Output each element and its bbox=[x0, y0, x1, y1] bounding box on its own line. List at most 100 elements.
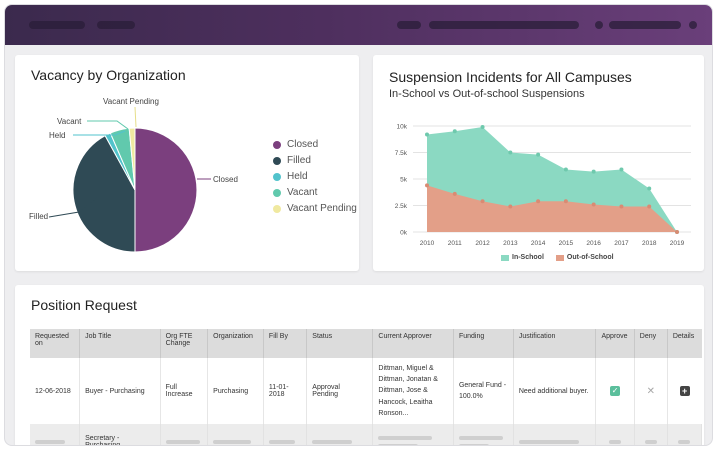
ghost-cell bbox=[453, 424, 514, 445]
col-org-fte[interactable]: Org FTE Change bbox=[160, 329, 209, 358]
area-legend: In-School Out-of-School bbox=[501, 254, 614, 261]
cell-justification: Need additional buyer. bbox=[513, 358, 597, 424]
data-point[interactable] bbox=[480, 125, 485, 130]
cell-requested-on: 12-06-2018 bbox=[30, 358, 81, 424]
x-tick-label: 2017 bbox=[614, 240, 629, 247]
col-job-title[interactable]: Job Title bbox=[79, 329, 161, 358]
col-funding[interactable]: Funding bbox=[453, 329, 514, 358]
area-series-out-of-school[interactable] bbox=[427, 185, 677, 232]
ghost-cell bbox=[263, 424, 308, 445]
col-approve[interactable]: Approve bbox=[595, 329, 635, 358]
user-menu-placeholder[interactable] bbox=[609, 21, 681, 29]
data-point[interactable] bbox=[647, 204, 652, 209]
data-point[interactable] bbox=[452, 191, 457, 196]
x-tick-label: 2014 bbox=[531, 240, 546, 247]
nav-placeholder bbox=[97, 21, 135, 29]
data-point[interactable] bbox=[480, 199, 485, 204]
nav-dot bbox=[595, 21, 603, 29]
ghost-cell bbox=[634, 424, 668, 445]
table-row: 12-06-2018 Buyer - Purchasing Full Incre… bbox=[30, 358, 702, 424]
cell-organization: Purchasing bbox=[207, 358, 264, 424]
y-tick-label: 10k bbox=[397, 124, 408, 131]
y-tick-label: 7.5k bbox=[395, 150, 408, 157]
legend-vacant-pending[interactable]: Vacant Pending bbox=[273, 203, 357, 214]
ghost-cell bbox=[160, 424, 209, 445]
legend-filled[interactable]: Filled bbox=[273, 155, 311, 166]
x-tick-label: 2015 bbox=[559, 240, 574, 247]
x-icon[interactable]: ✕ bbox=[646, 385, 655, 397]
cell-approve: ✓ bbox=[595, 358, 635, 424]
legend-label: Filled bbox=[287, 155, 311, 166]
pie-slice-filled[interactable] bbox=[72, 134, 136, 253]
data-point[interactable] bbox=[425, 132, 429, 137]
ghost-cell bbox=[667, 424, 703, 445]
cell-job-title: Secretary - Purchasing bbox=[79, 424, 161, 445]
ghost-cell bbox=[595, 424, 635, 445]
x-tick-label: 2013 bbox=[503, 240, 518, 247]
legend-out-of-school[interactable]: Out-of-School bbox=[566, 254, 614, 261]
col-current-approver[interactable]: Current Approver bbox=[372, 329, 454, 358]
data-point[interactable] bbox=[508, 204, 513, 209]
x-tick-label: 2010 bbox=[420, 240, 435, 247]
x-tick-label: 2019 bbox=[670, 240, 685, 247]
ghost-cell bbox=[207, 424, 264, 445]
legend-label: Closed bbox=[287, 139, 319, 150]
vacancy-pie-chart: Closed Filled Held Vacant Vacant Pending bbox=[29, 97, 238, 253]
data-point[interactable] bbox=[508, 150, 513, 155]
legend-label: Vacant bbox=[287, 187, 318, 198]
pie-slice-closed[interactable] bbox=[134, 127, 198, 253]
x-tick-label: 2016 bbox=[586, 240, 601, 247]
ghost-cell bbox=[372, 424, 454, 445]
callout-held bbox=[73, 130, 126, 136]
pie-label-vacant-pending: Vacant Pending bbox=[103, 97, 159, 106]
cell-funding: General Fund - 100.0% bbox=[453, 358, 514, 424]
data-point[interactable] bbox=[452, 129, 457, 134]
cell-details: + bbox=[667, 358, 701, 424]
pie-label-closed: Closed bbox=[213, 175, 238, 184]
callout-vacant-pending bbox=[134, 106, 137, 128]
position-request-card: Position Request Requested on Job Title … bbox=[15, 285, 704, 445]
ghost-cell bbox=[30, 424, 81, 445]
col-status[interactable]: Status bbox=[306, 329, 374, 358]
nav-dot bbox=[689, 21, 697, 29]
legend-in-school[interactable]: In-School bbox=[512, 254, 544, 261]
data-point[interactable] bbox=[563, 199, 568, 204]
data-point[interactable] bbox=[591, 202, 596, 207]
col-fill-by[interactable]: Fill By bbox=[263, 329, 308, 358]
cell-deny: ✕ bbox=[634, 358, 668, 424]
data-point[interactable] bbox=[619, 167, 624, 172]
pie-label-vacant: Vacant bbox=[57, 117, 82, 126]
col-justification[interactable]: Justification bbox=[513, 329, 597, 358]
plus-icon[interactable]: + bbox=[679, 386, 690, 396]
legend-dot-icon bbox=[273, 204, 281, 213]
cell-org-fte: Full Increase bbox=[160, 358, 209, 424]
legend-held[interactable]: Held bbox=[273, 171, 308, 182]
col-organization[interactable]: Organization bbox=[207, 329, 264, 358]
cell-fill-by: 11-01-2018 bbox=[263, 358, 308, 424]
data-point[interactable] bbox=[563, 167, 568, 172]
ghost-cell bbox=[513, 424, 597, 445]
data-point[interactable] bbox=[536, 199, 541, 204]
col-details[interactable]: Details bbox=[667, 329, 702, 358]
suspension-area-chart: 0k 2.5k 5k 7.5k 10k 2010 2011 2012 2013 2014 2015… bbox=[395, 124, 691, 247]
legend-vacant[interactable]: Vacant bbox=[273, 187, 317, 198]
pie-slice-vacant-pending[interactable] bbox=[128, 127, 136, 191]
data-point[interactable] bbox=[619, 204, 624, 209]
suspension-title: Suspension Incidents for All Campuses bbox=[389, 69, 632, 85]
suspension-card: Suspension Incidents for All Campuses In… bbox=[373, 55, 704, 271]
legend-closed[interactable]: Closed bbox=[273, 139, 318, 150]
data-point[interactable] bbox=[536, 152, 541, 157]
col-requested-on[interactable]: Requested on bbox=[30, 329, 81, 358]
y-tick-label: 2.5k bbox=[395, 203, 408, 210]
data-point[interactable] bbox=[647, 186, 652, 191]
legend-dot-icon bbox=[273, 140, 281, 149]
nav-placeholder bbox=[29, 21, 85, 29]
legend-swatch-icon bbox=[555, 254, 564, 261]
col-deny[interactable]: Deny bbox=[634, 329, 668, 358]
data-point[interactable] bbox=[591, 169, 596, 174]
check-icon[interactable]: ✓ bbox=[610, 386, 621, 396]
data-point[interactable] bbox=[425, 183, 429, 188]
callout-filled bbox=[48, 197, 98, 218]
data-point[interactable] bbox=[675, 230, 679, 234]
cell-job-title: Buyer - Purchasing bbox=[79, 358, 161, 424]
